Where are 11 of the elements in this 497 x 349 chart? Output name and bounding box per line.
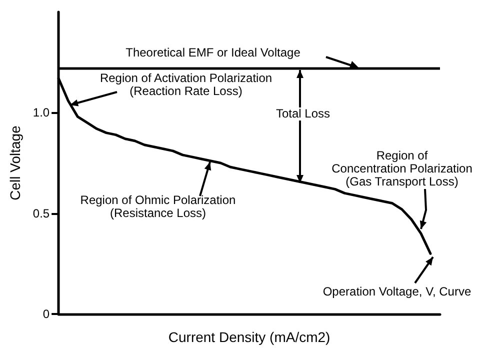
- y-tick-label: 0.5: [32, 206, 50, 220]
- annotation: Total Loss: [276, 106, 330, 120]
- x-axis-title: Current Density (mA/cm2): [168, 329, 330, 345]
- y-axis-title: Cell Voltage: [7, 125, 23, 200]
- annotation: Region of Ohmic Polarization (Resistance Loss): [80, 193, 236, 220]
- annotation: Operation Voltage, V, Curve: [322, 284, 472, 298]
- annotation: Region of Concentration Polarization (Gas Transport Loss): [332, 148, 472, 188]
- y-tick-label: 0: [42, 307, 50, 321]
- y-tick-label: 1.0: [32, 106, 50, 120]
- ref-line-label: Theoretical EMF or Ideal Voltage: [126, 46, 300, 60]
- annotation: Region of Activation Polarization (Reaction Rate Loss): [100, 71, 272, 98]
